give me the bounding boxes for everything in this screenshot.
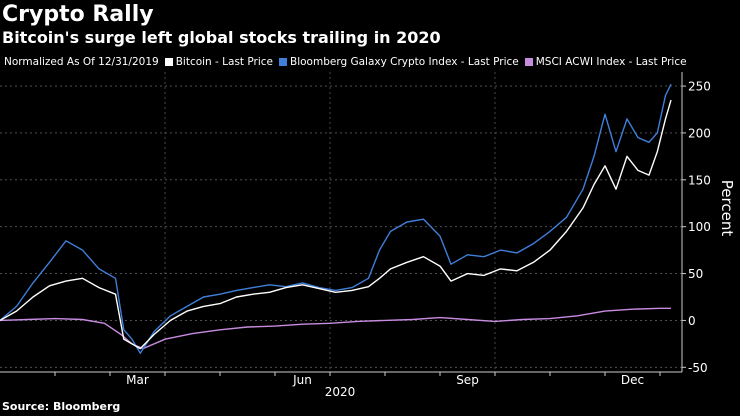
x-tick-label: Mar [126,373,149,387]
legend: Normalized As Of 12/31/2019 Bitcoin - La… [4,55,687,69]
legend-note: Normalized As Of 12/31/2019 [4,56,159,68]
legend-swatch-galaxy [279,58,287,66]
series-line-bitcoin [0,99,672,350]
series-lines [0,83,672,354]
source-note: Source: Bloomberg [2,400,121,413]
series-line-msci [0,307,671,350]
y-axis-label: Percent [718,180,736,237]
legend-label-galaxy: Bloomberg Galaxy Crypto Index - Last Pri… [290,56,519,68]
axes: -50 0 50 100 150 200 250 Mar Jun Sep Dec [0,72,711,387]
series-line-galaxy [0,83,672,354]
legend-label-bitcoin: Bitcoin - Last Price [175,56,273,68]
x-tick-label: Sep [456,373,479,387]
y-tick-label: 0 [688,314,696,328]
x-tick-label: Dec [621,373,644,387]
legend-item-bitcoin: Bitcoin - Last Price [159,55,273,69]
legend-swatch-bitcoin [164,58,173,66]
legend-label-msci: MSCI ACWI Index - Last Price [535,56,687,68]
chart-subtitle: Bitcoin's surge left global stocks trail… [2,28,441,47]
y-tick-label: 200 [688,126,711,140]
y-tick-label: 250 [688,80,711,94]
y-tick-label: -50 [688,361,708,375]
y-tick-label: 50 [688,267,703,281]
x-axis-label: 2020 [325,385,356,399]
grid-lines [0,72,682,372]
y-tick-label: 100 [688,220,711,234]
legend-swatch-msci [524,58,533,66]
x-tick-label: Jun [292,373,312,387]
y-tick-label: 150 [688,173,711,187]
legend-item-galaxy: Bloomberg Galaxy Crypto Index - Last Pri… [273,55,519,69]
chart-title: Crypto Rally [2,2,154,27]
legend-item-msci: MSCI ACWI Index - Last Price [519,55,687,69]
